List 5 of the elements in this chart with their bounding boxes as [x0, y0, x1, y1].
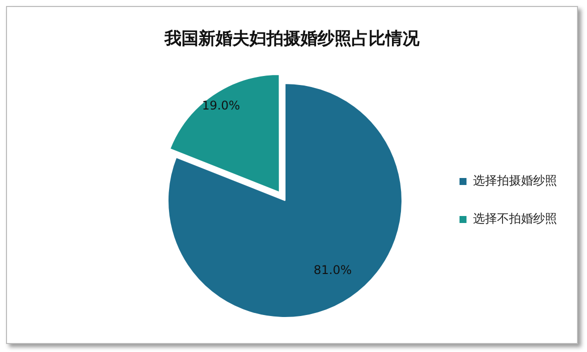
- data-label: 19.0%: [202, 98, 240, 112]
- legend-label: 选择拍摄婚纱照: [473, 174, 557, 188]
- chart-title: 我国新婚夫妇拍摄婚纱照占比情况: [163, 28, 420, 50]
- data-label: 81.0%: [314, 262, 352, 277]
- legend-label: 选择不拍婚纱照: [473, 212, 557, 226]
